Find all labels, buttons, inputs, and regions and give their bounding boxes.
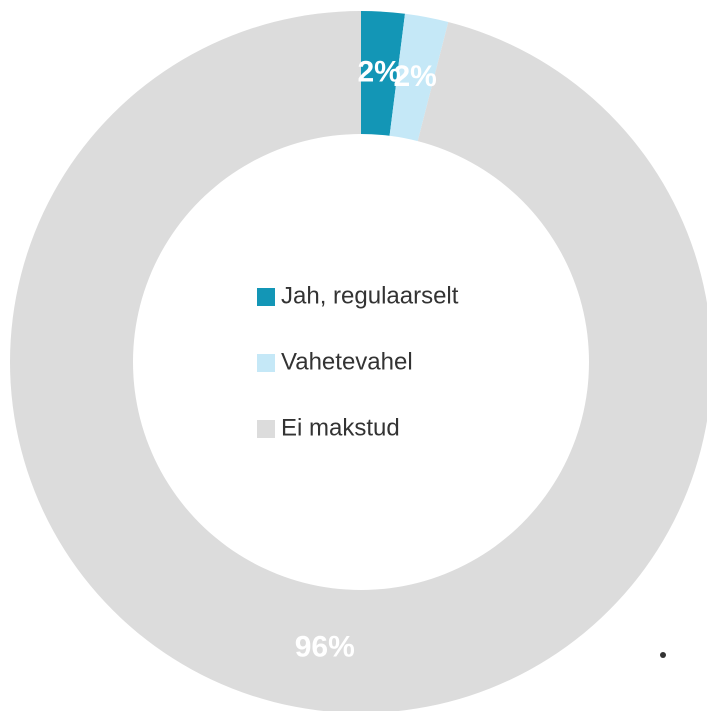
legend-swatch bbox=[257, 354, 275, 372]
value-label: 96% bbox=[295, 631, 355, 664]
legend-label: Jah, regulaarselt bbox=[281, 282, 459, 309]
legend-label: Ei makstud bbox=[281, 414, 400, 441]
bullet bbox=[660, 652, 666, 658]
donut-segment bbox=[389, 13, 449, 142]
value-label: 2% bbox=[393, 60, 436, 93]
legend-swatch bbox=[257, 288, 275, 306]
legend-swatch bbox=[257, 420, 275, 438]
value-label: 2% bbox=[357, 55, 400, 88]
legend-label: Vahetevahel bbox=[281, 348, 413, 375]
donut-segment bbox=[361, 11, 405, 136]
donut-segment bbox=[10, 11, 707, 711]
